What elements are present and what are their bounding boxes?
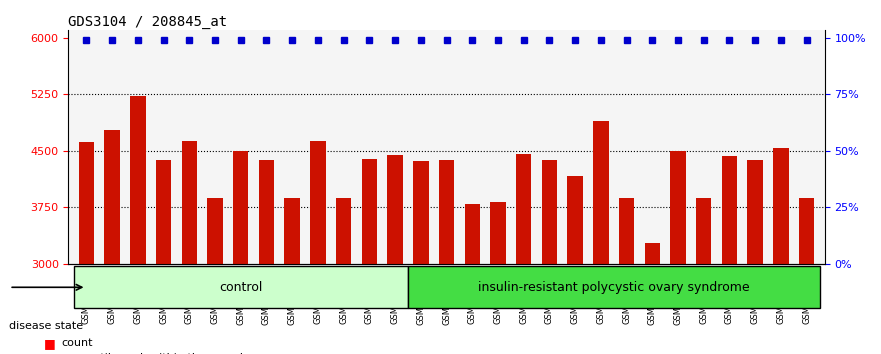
Bar xyxy=(774,148,788,264)
Bar xyxy=(490,202,506,264)
Bar xyxy=(439,160,455,264)
Text: insulin-resistant polycystic ovary syndrome: insulin-resistant polycystic ovary syndr… xyxy=(478,281,750,294)
Bar xyxy=(336,198,352,264)
Text: control: control xyxy=(219,281,263,294)
Bar xyxy=(670,152,685,264)
Bar xyxy=(388,154,403,264)
Text: disease state: disease state xyxy=(9,321,83,331)
Bar xyxy=(799,198,814,264)
Text: count: count xyxy=(62,338,93,348)
Bar xyxy=(105,130,120,264)
Bar xyxy=(464,204,480,264)
Bar xyxy=(413,161,428,264)
Bar xyxy=(259,160,274,264)
Bar xyxy=(567,176,583,264)
Bar xyxy=(78,142,94,264)
Text: percentile rank within the sample: percentile rank within the sample xyxy=(62,353,249,354)
Bar xyxy=(181,141,197,264)
Bar xyxy=(361,159,377,264)
Bar xyxy=(310,141,326,264)
Bar xyxy=(618,198,634,264)
Bar xyxy=(207,198,223,264)
Text: GDS3104 / 208845_at: GDS3104 / 208845_at xyxy=(69,15,227,29)
Text: ■: ■ xyxy=(44,337,56,350)
Text: ■: ■ xyxy=(44,351,56,354)
Bar xyxy=(285,198,300,264)
Bar xyxy=(722,156,737,264)
Bar xyxy=(130,96,145,264)
FancyBboxPatch shape xyxy=(73,266,408,308)
Bar xyxy=(233,151,248,264)
Bar xyxy=(747,160,763,264)
Bar xyxy=(156,160,171,264)
Bar xyxy=(542,160,557,264)
Bar xyxy=(696,198,712,264)
Bar xyxy=(516,154,531,264)
FancyBboxPatch shape xyxy=(408,266,819,308)
Bar xyxy=(593,121,609,264)
Bar xyxy=(645,243,660,264)
